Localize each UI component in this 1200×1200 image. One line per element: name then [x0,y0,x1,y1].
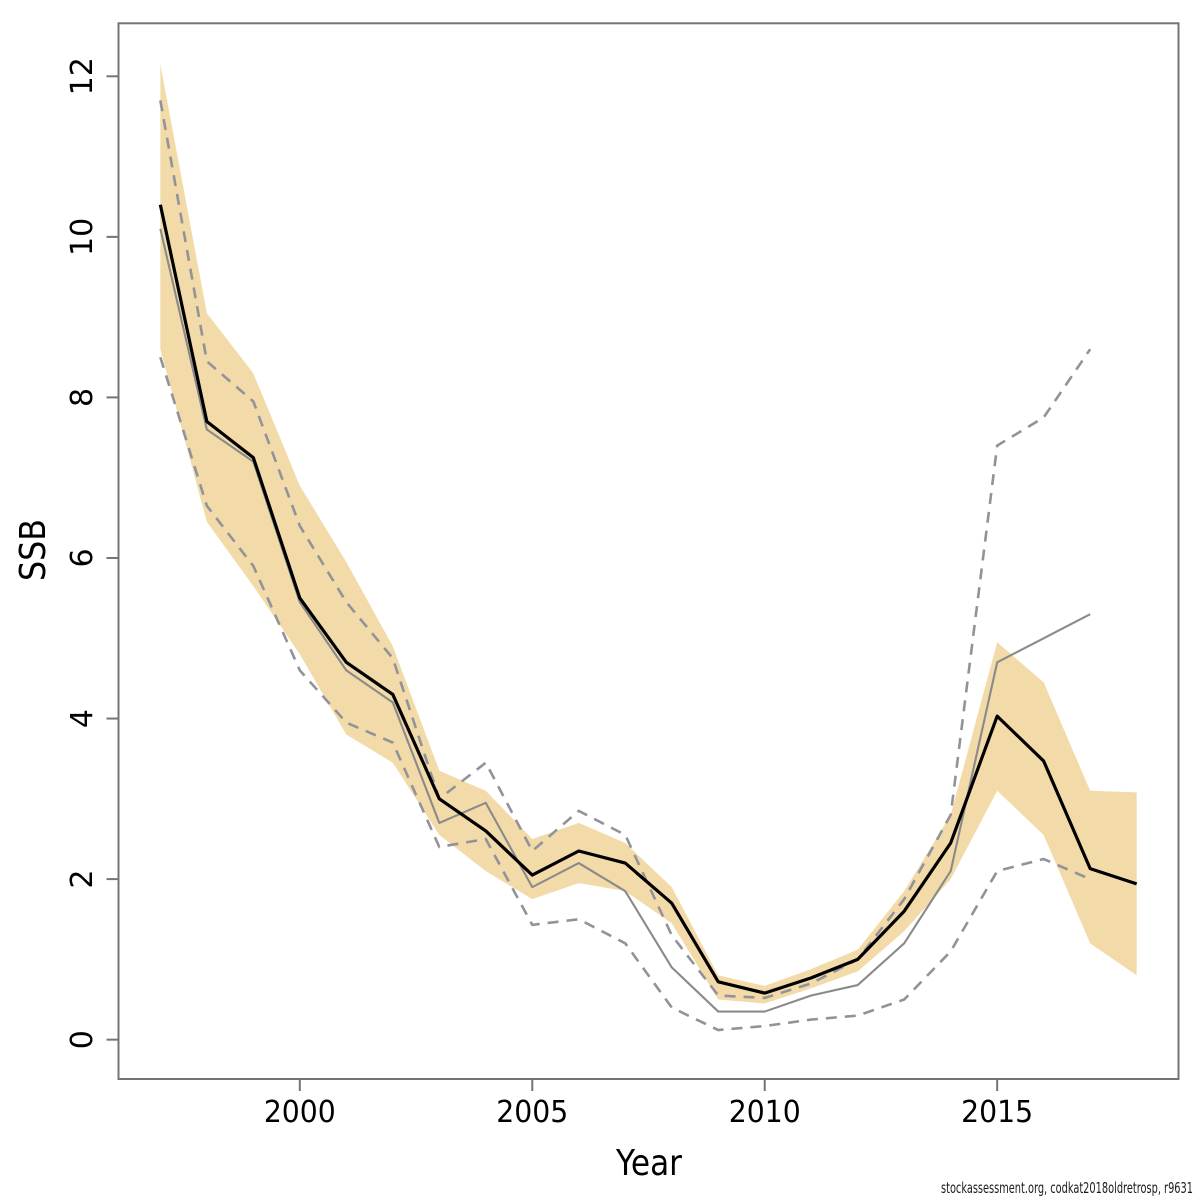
ssb-previous-run-line [159,228,1091,1013]
x-axis-tick-label-2000: 2000 [264,1095,336,1130]
y-axis-tick-label-2: 2 [65,870,100,889]
y-axis-tick-label-8: 8 [65,388,100,407]
current-assessment-95ci-band [160,64,1137,1004]
y-axis-tick-label-10: 10 [65,218,100,256]
x-axis-title: Year [615,1143,682,1184]
x-axis-tick-label-2010: 2010 [729,1095,801,1130]
x-axis-tick-label-2005: 2005 [496,1095,568,1130]
plot-border-box [117,22,1180,1080]
y-axis-title: SSB [13,519,54,581]
ssb-current-estimate-line [158,204,1138,995]
ssb-previous-run-lower-ci-line [159,356,1091,1032]
footnote-source-text: stockassessment.org, codkat2018oldretros… [941,1179,1193,1197]
y-axis-tick-label-4: 4 [65,709,100,728]
x-axis-tick-label-2015: 2015 [961,1095,1033,1130]
y-axis-tick-label-6: 6 [65,548,100,567]
y-axis-tick-label-0: 0 [65,1030,100,1049]
y-axis-tick-label-12: 12 [65,57,100,95]
chart-generated-layer: 0 2 4 6 8 10 12 2000 2005 2010 2015 [65,22,1180,1130]
